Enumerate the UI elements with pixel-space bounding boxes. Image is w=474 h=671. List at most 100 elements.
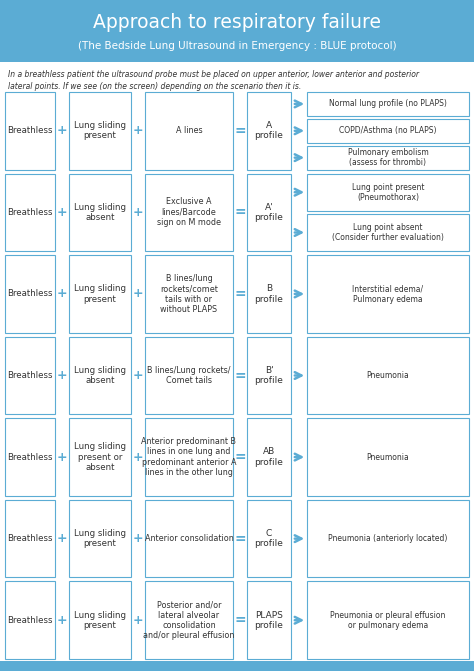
Text: C
profile: C profile xyxy=(255,529,283,548)
Text: Lung sliding
present: Lung sliding present xyxy=(74,611,126,630)
Bar xyxy=(247,92,291,170)
Bar xyxy=(5,582,55,659)
Text: Posterior and/or
lateral alveolar
consolidation
and/or pleural effusion: Posterior and/or lateral alveolar consol… xyxy=(143,600,235,640)
Bar xyxy=(69,582,131,659)
Text: Breathless: Breathless xyxy=(7,452,53,462)
Bar xyxy=(307,337,469,414)
Text: +: + xyxy=(57,124,67,138)
Text: +: + xyxy=(57,287,67,301)
Bar xyxy=(307,146,469,170)
Text: A'
profile: A' profile xyxy=(255,203,283,222)
Text: Approach to respiratory failure: Approach to respiratory failure xyxy=(93,13,381,32)
Text: Pneumonia or pleural effusion
or pulmonary edema: Pneumonia or pleural effusion or pulmona… xyxy=(330,611,446,630)
Text: =: = xyxy=(234,613,246,627)
Bar xyxy=(69,92,131,170)
Bar xyxy=(69,255,131,333)
Text: Lung point absent
(Consider further evaluation): Lung point absent (Consider further eval… xyxy=(332,223,444,242)
Bar xyxy=(69,418,131,496)
Bar xyxy=(307,500,469,578)
Text: +: + xyxy=(57,206,67,219)
Bar xyxy=(307,174,469,211)
Bar xyxy=(247,418,291,496)
Text: +: + xyxy=(57,614,67,627)
Bar xyxy=(5,174,55,251)
Text: +: + xyxy=(133,206,143,219)
Text: A lines: A lines xyxy=(176,126,202,136)
Text: Interstitial edema/
Pulmonary edema: Interstitial edema/ Pulmonary edema xyxy=(353,285,424,304)
Text: +: + xyxy=(57,369,67,382)
Bar xyxy=(307,92,469,116)
Bar xyxy=(145,337,233,414)
Bar xyxy=(247,337,291,414)
Bar xyxy=(307,582,469,659)
Text: Pneumonia: Pneumonia xyxy=(366,452,410,462)
Text: =: = xyxy=(234,450,246,464)
Text: Exclusive A
lines/Barcode
sign on M mode: Exclusive A lines/Barcode sign on M mode xyxy=(157,197,221,227)
Bar xyxy=(247,500,291,578)
Bar xyxy=(69,337,131,414)
Bar xyxy=(0,0,474,62)
Text: PLAPS
profile: PLAPS profile xyxy=(255,611,283,630)
Bar xyxy=(5,92,55,170)
Bar xyxy=(307,418,469,496)
Text: A
profile: A profile xyxy=(255,121,283,140)
Text: =: = xyxy=(234,123,246,138)
Bar xyxy=(307,214,469,251)
Text: Pneumonia (anteriorly located): Pneumonia (anteriorly located) xyxy=(328,534,447,543)
Text: +: + xyxy=(133,614,143,627)
Bar xyxy=(145,500,233,578)
Text: Lung sliding
present: Lung sliding present xyxy=(74,121,126,140)
Text: Lung sliding
present or
absent: Lung sliding present or absent xyxy=(74,442,126,472)
Bar xyxy=(69,500,131,578)
Text: =: = xyxy=(234,287,246,301)
Text: COPD/Asthma (no PLAPS): COPD/Asthma (no PLAPS) xyxy=(339,126,437,136)
Bar xyxy=(5,500,55,578)
Text: =: = xyxy=(234,205,246,219)
Text: =: = xyxy=(234,531,246,546)
Bar xyxy=(307,119,469,143)
Text: +: + xyxy=(133,450,143,464)
Text: Lung point present
(Pneumothorax): Lung point present (Pneumothorax) xyxy=(352,183,424,202)
Text: B lines/Lung rockets/
Comet tails: B lines/Lung rockets/ Comet tails xyxy=(147,366,231,385)
Text: Breathless: Breathless xyxy=(7,126,53,136)
Text: =: = xyxy=(234,368,246,382)
Text: Breathless: Breathless xyxy=(7,616,53,625)
Text: Lung sliding
absent: Lung sliding absent xyxy=(74,203,126,222)
Text: B
profile: B profile xyxy=(255,285,283,304)
Text: Anterior consolidation: Anterior consolidation xyxy=(145,534,233,543)
Text: +: + xyxy=(57,450,67,464)
Text: Normal lung profile (no PLAPS): Normal lung profile (no PLAPS) xyxy=(329,99,447,109)
Text: Breathless: Breathless xyxy=(7,208,53,217)
Text: In a breathless patient the ultrasound probe must be placed on upper anterior, l: In a breathless patient the ultrasound p… xyxy=(8,70,419,91)
Text: +: + xyxy=(133,369,143,382)
Bar xyxy=(5,418,55,496)
Bar xyxy=(145,92,233,170)
Text: Lung sliding
absent: Lung sliding absent xyxy=(74,366,126,385)
Bar xyxy=(69,174,131,251)
Bar xyxy=(247,174,291,251)
Text: Breathless: Breathless xyxy=(7,371,53,380)
Bar xyxy=(247,582,291,659)
Bar xyxy=(145,582,233,659)
Text: Lung sliding
present: Lung sliding present xyxy=(74,529,126,548)
Bar xyxy=(0,661,474,671)
Bar xyxy=(145,418,233,496)
Text: +: + xyxy=(57,532,67,545)
Bar xyxy=(145,174,233,251)
Text: (The Bedside Lung Ultrasound in Emergency : BLUE protocol): (The Bedside Lung Ultrasound in Emergenc… xyxy=(78,41,396,51)
Text: Pneumonia: Pneumonia xyxy=(366,371,410,380)
Text: B'
profile: B' profile xyxy=(255,366,283,385)
Text: +: + xyxy=(133,532,143,545)
Text: Breathless: Breathless xyxy=(7,534,53,543)
Bar xyxy=(307,255,469,333)
Text: B lines/lung
rockets/comet
tails with or
without PLAPS: B lines/lung rockets/comet tails with or… xyxy=(160,274,218,314)
Bar xyxy=(247,255,291,333)
Bar xyxy=(5,255,55,333)
Text: +: + xyxy=(133,287,143,301)
Text: Anterior predominant B
lines in one lung and
predominant anterior A
lines in the: Anterior predominant B lines in one lung… xyxy=(142,437,237,477)
Text: Breathless: Breathless xyxy=(7,289,53,299)
Text: AB
profile: AB profile xyxy=(255,448,283,467)
Bar xyxy=(145,255,233,333)
Text: +: + xyxy=(133,124,143,138)
Text: Lung sliding
present: Lung sliding present xyxy=(74,285,126,304)
